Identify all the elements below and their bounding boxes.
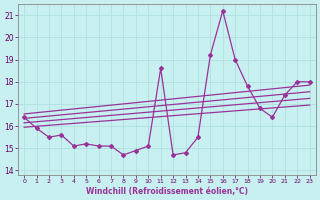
X-axis label: Windchill (Refroidissement éolien,°C): Windchill (Refroidissement éolien,°C) xyxy=(86,187,248,196)
